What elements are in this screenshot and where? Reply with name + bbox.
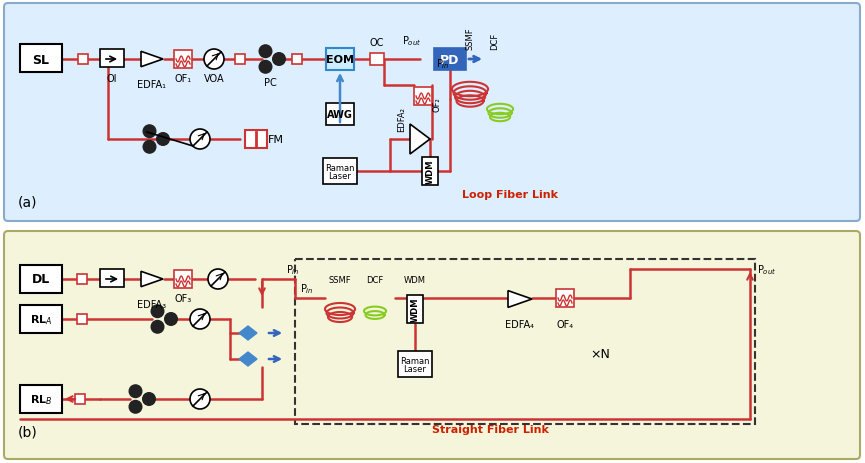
Text: FM: FM — [268, 135, 284, 144]
Text: WDM: WDM — [404, 275, 426, 284]
FancyBboxPatch shape — [326, 104, 354, 126]
Circle shape — [272, 54, 285, 66]
FancyBboxPatch shape — [245, 131, 267, 149]
Text: SSMF: SSMF — [465, 27, 475, 50]
Text: OF₁: OF₁ — [175, 74, 191, 84]
Circle shape — [151, 305, 163, 318]
Text: (b): (b) — [18, 425, 38, 439]
FancyBboxPatch shape — [326, 49, 354, 71]
Circle shape — [204, 50, 224, 70]
Text: EDFA₄: EDFA₄ — [505, 319, 535, 329]
FancyBboxPatch shape — [20, 45, 62, 73]
Polygon shape — [508, 291, 532, 308]
Circle shape — [129, 385, 142, 398]
Text: OF₃: OF₃ — [175, 294, 192, 303]
Text: RL$_A$: RL$_A$ — [29, 313, 52, 326]
FancyBboxPatch shape — [77, 275, 87, 284]
Text: DCF: DCF — [490, 33, 499, 50]
Polygon shape — [141, 272, 163, 287]
Text: EOM: EOM — [326, 55, 354, 65]
Circle shape — [208, 269, 228, 289]
Polygon shape — [141, 52, 163, 68]
Text: SL: SL — [33, 53, 49, 66]
Text: Raman: Raman — [400, 357, 430, 366]
Polygon shape — [410, 125, 430, 155]
Text: Laser: Laser — [404, 365, 426, 374]
FancyBboxPatch shape — [398, 351, 432, 377]
Text: ×N: ×N — [590, 348, 610, 361]
FancyBboxPatch shape — [414, 88, 432, 106]
Text: OF₄: OF₄ — [556, 319, 573, 329]
FancyBboxPatch shape — [77, 314, 87, 324]
Circle shape — [129, 400, 142, 413]
Text: PD: PD — [440, 53, 459, 66]
FancyBboxPatch shape — [100, 269, 124, 288]
Text: Laser: Laser — [329, 172, 351, 181]
Text: Loop Fiber Link: Loop Fiber Link — [462, 189, 558, 200]
Text: EDFA₁: EDFA₁ — [138, 80, 166, 90]
Circle shape — [144, 141, 156, 154]
Polygon shape — [239, 352, 257, 366]
Text: OF₂: OF₂ — [432, 97, 441, 112]
FancyBboxPatch shape — [235, 55, 245, 65]
FancyBboxPatch shape — [434, 49, 466, 71]
Circle shape — [190, 389, 210, 409]
Text: AWG: AWG — [327, 110, 353, 120]
Text: EDFA₂: EDFA₂ — [397, 107, 406, 132]
Text: OC: OC — [370, 38, 384, 48]
Circle shape — [157, 133, 170, 146]
FancyBboxPatch shape — [370, 54, 384, 66]
FancyBboxPatch shape — [75, 394, 85, 404]
FancyBboxPatch shape — [323, 159, 357, 185]
FancyBboxPatch shape — [4, 4, 860, 221]
FancyBboxPatch shape — [292, 55, 302, 65]
FancyBboxPatch shape — [20, 385, 62, 413]
Circle shape — [260, 62, 272, 74]
Text: WDM: WDM — [426, 159, 434, 184]
FancyBboxPatch shape — [20, 265, 62, 294]
FancyBboxPatch shape — [100, 50, 124, 68]
FancyBboxPatch shape — [20, 305, 62, 333]
Text: P$_{in}$: P$_{in}$ — [286, 263, 300, 276]
FancyBboxPatch shape — [422, 158, 438, 186]
Text: DL: DL — [32, 273, 50, 286]
FancyBboxPatch shape — [556, 289, 574, 307]
FancyBboxPatch shape — [4, 232, 860, 459]
Text: P$_{out}$: P$_{out}$ — [402, 34, 421, 48]
Text: VOA: VOA — [203, 74, 224, 84]
Circle shape — [151, 321, 163, 333]
Circle shape — [144, 125, 156, 138]
Text: (a): (a) — [18, 195, 37, 210]
Text: PC: PC — [264, 78, 277, 88]
Text: P$_{out}$: P$_{out}$ — [757, 263, 777, 276]
Text: EDFA₃: EDFA₃ — [138, 300, 167, 309]
FancyBboxPatch shape — [407, 295, 423, 323]
Circle shape — [190, 130, 210, 150]
FancyBboxPatch shape — [174, 270, 192, 288]
Text: RL$_B$: RL$_B$ — [29, 392, 52, 406]
Circle shape — [143, 393, 156, 406]
FancyBboxPatch shape — [174, 51, 192, 69]
Text: Straight Fiber Link: Straight Fiber Link — [432, 424, 548, 434]
Text: DCF: DCF — [367, 275, 383, 284]
Circle shape — [190, 309, 210, 329]
Text: WDM: WDM — [411, 297, 420, 322]
Circle shape — [164, 313, 177, 325]
Circle shape — [260, 46, 272, 58]
Text: Raman: Raman — [325, 164, 355, 173]
Polygon shape — [239, 326, 257, 340]
Text: SSMF: SSMF — [329, 275, 351, 284]
Text: P$_{in}$: P$_{in}$ — [436, 57, 450, 71]
FancyBboxPatch shape — [78, 55, 88, 65]
Text: OI: OI — [106, 74, 118, 84]
Text: P$_{in}$: P$_{in}$ — [300, 282, 314, 295]
